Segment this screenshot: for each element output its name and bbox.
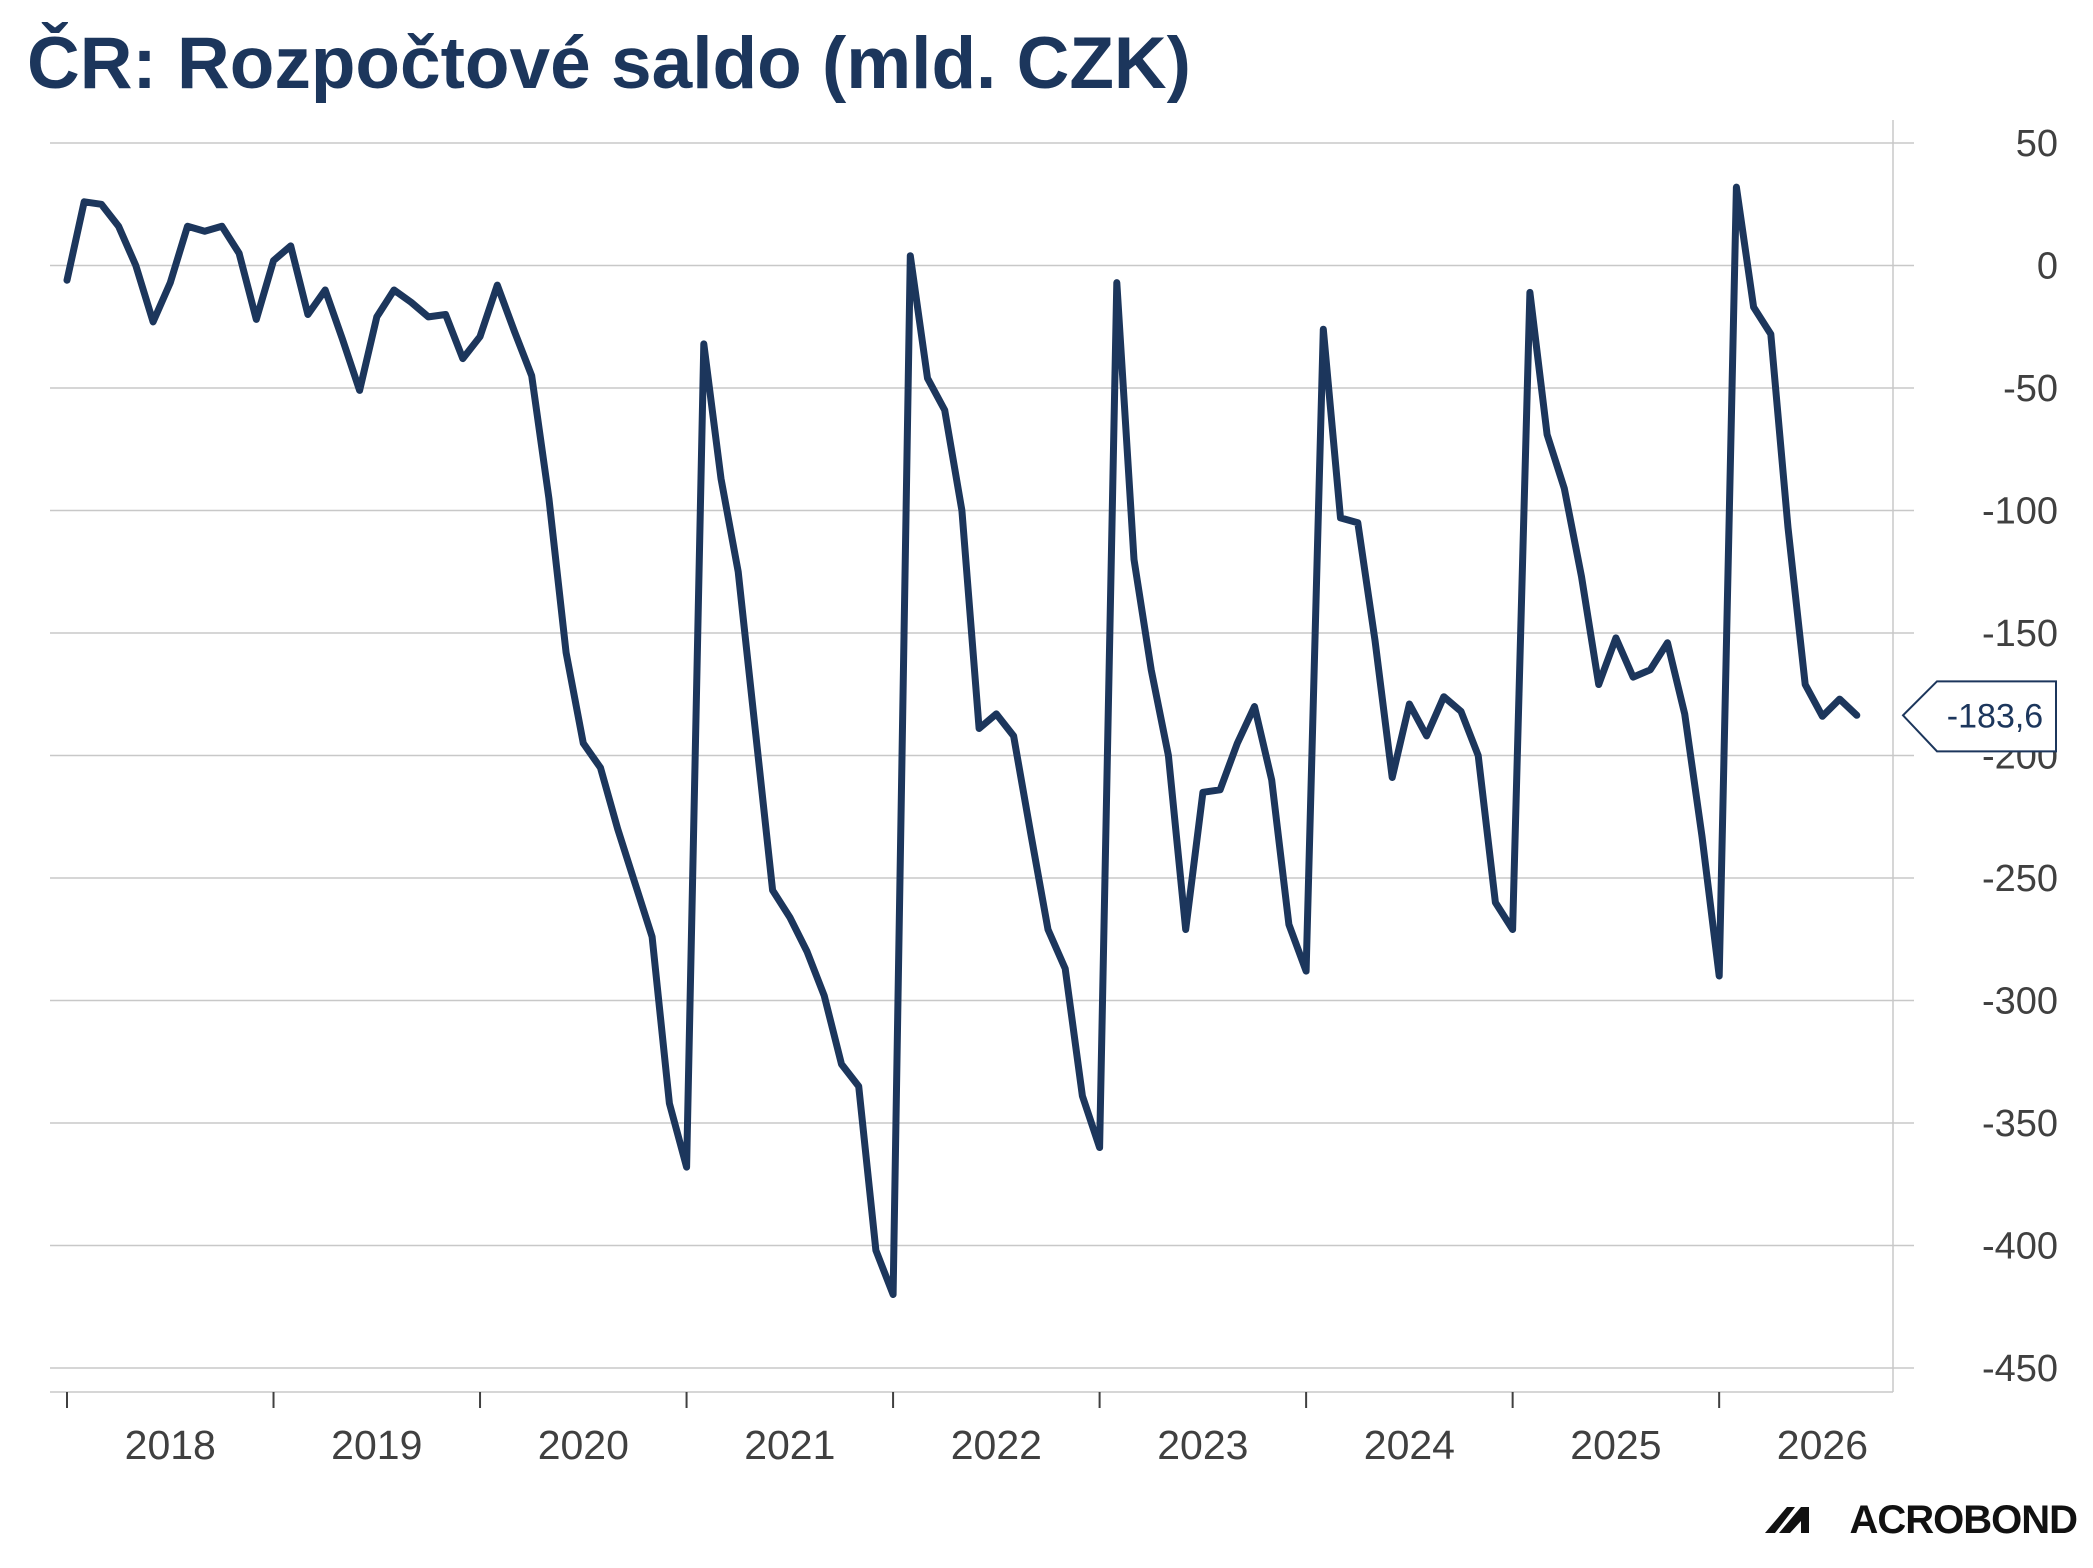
last-value-text: -183,6 (1947, 697, 2043, 735)
series-layer (63, 183, 1861, 1298)
x-tick-label: 2024 (1364, 1422, 1455, 1468)
y-tick-label: 50 (2016, 123, 2058, 165)
y-axis-ticks: 500-50-100-150-200-250-300-350-400-450 (1982, 123, 2058, 1390)
y-tick-label: 0 (2037, 246, 2058, 288)
y-tick-label: -400 (1982, 1226, 2058, 1268)
x-tick-label: 2025 (1570, 1422, 1661, 1468)
y-tick-label: -300 (1982, 981, 2058, 1023)
last-value-label: -183,6 (1901, 680, 2057, 753)
x-tick-label: 2026 (1777, 1422, 1868, 1468)
x-tick-label: 2023 (1157, 1422, 1248, 1468)
y-tick-label: -50 (2003, 368, 2058, 410)
y-tick-label: -350 (1982, 1103, 2058, 1145)
x-tick-label: 2020 (538, 1422, 629, 1468)
x-tick-label: 2018 (125, 1422, 216, 1468)
y-tick-label: -150 (1982, 613, 2058, 655)
logo-mark-icon (1765, 1507, 1809, 1533)
y-tick-label: -100 (1982, 491, 2058, 533)
chart-title: ČR: Rozpočtové saldo (mld. CZK) (27, 23, 1191, 104)
x-axis-ticks: 2018 2019 2020 2021 2022 2023 2024 2025 2026 (66, 1392, 1868, 1468)
series-line (63, 183, 1861, 1298)
y-tick-label: -450 (1982, 1348, 2058, 1390)
logo-wordmark: ACROBOND (1849, 1498, 2077, 1542)
axes (50, 120, 1894, 1393)
x-tick-label: 2021 (744, 1422, 835, 1468)
x-tick-label: 2019 (331, 1422, 422, 1468)
x-tick-label: 2022 (951, 1422, 1042, 1468)
macrobond-logo: ACROBOND (1765, 1498, 2078, 1542)
last-value-callout (1901, 680, 2057, 753)
gridlines (50, 142, 1914, 1369)
y-tick-label: -250 (1982, 858, 2058, 900)
